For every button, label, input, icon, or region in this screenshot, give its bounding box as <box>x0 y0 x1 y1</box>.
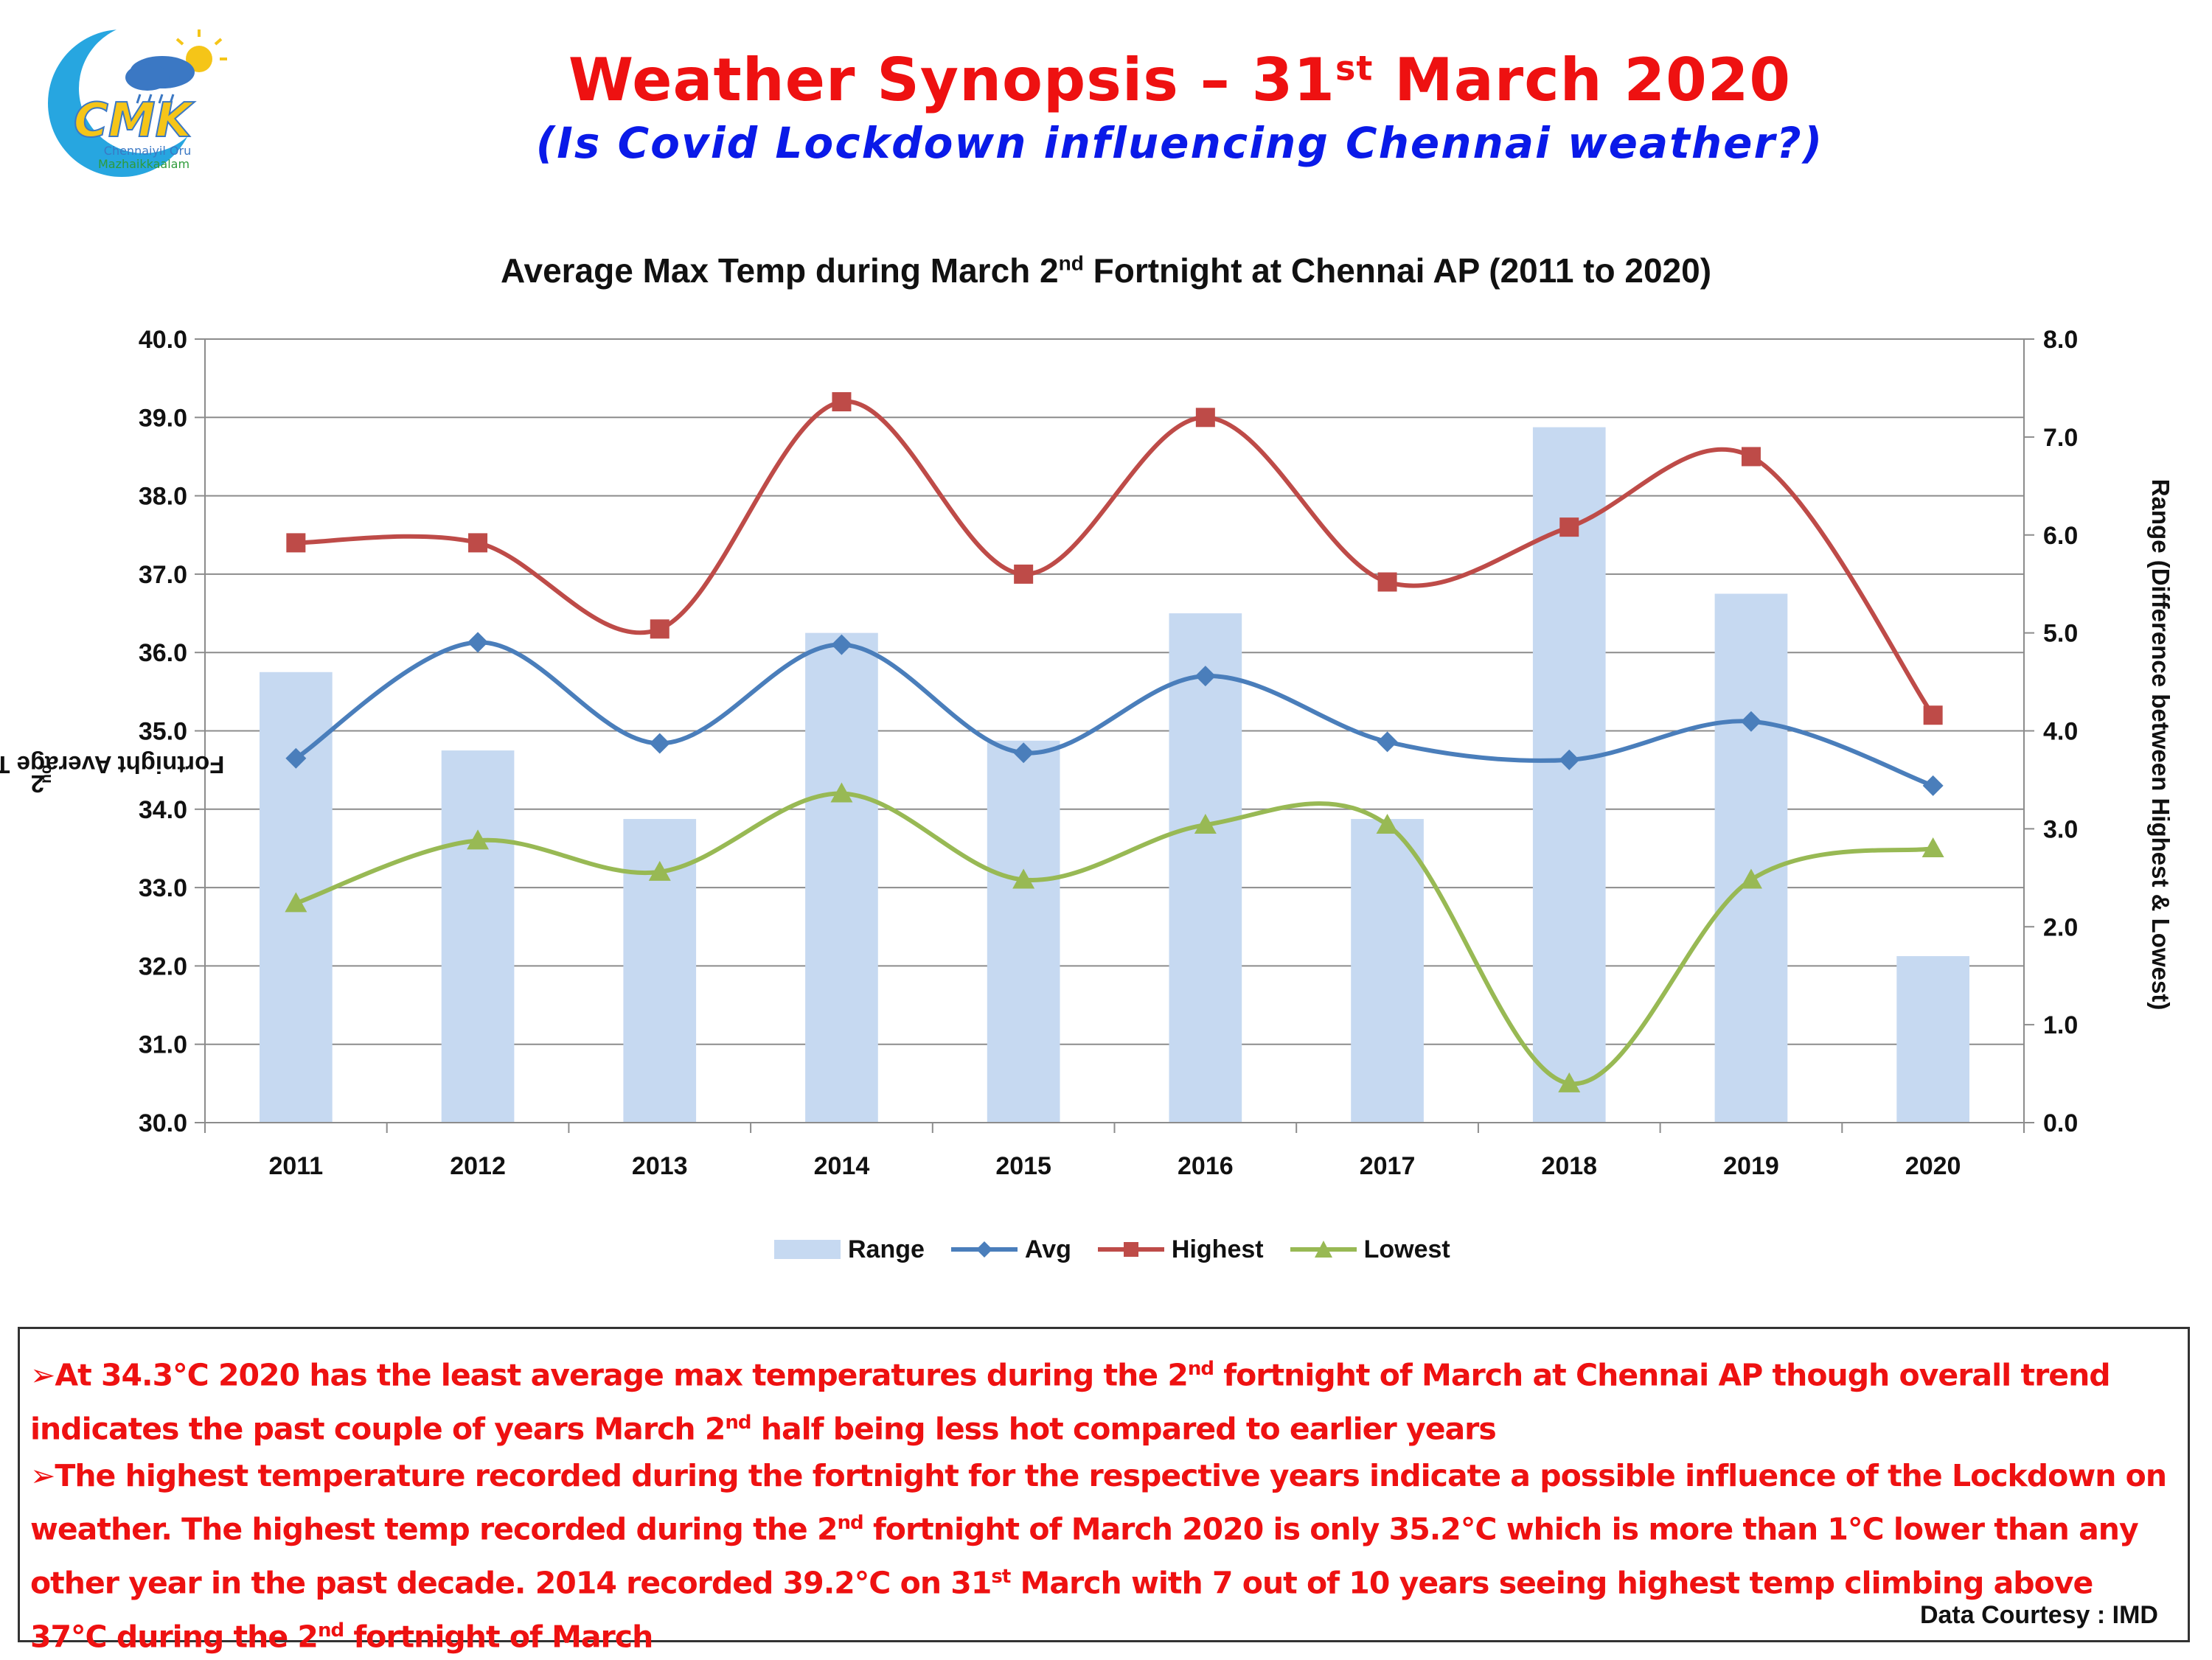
y2-tick-label: 6.0 <box>2043 522 2078 550</box>
marker-avg <box>467 632 489 653</box>
marker-avg <box>831 634 852 655</box>
y-tick-label: 40.0 <box>139 326 187 354</box>
y2-tick-label: 3.0 <box>2043 815 2078 843</box>
marker-lowest <box>648 860 671 881</box>
marker-highest <box>468 533 488 553</box>
marker-lowest <box>467 829 490 850</box>
y2-tick-label: 1.0 <box>2043 1011 2078 1039</box>
y-tick-label: 38.0 <box>139 483 187 511</box>
page-title: Weather Synopsis – 31st March 2020 <box>568 46 1792 114</box>
marker-lowest <box>1739 868 1762 889</box>
y-tick-label: 32.0 <box>139 952 187 980</box>
range-bar <box>987 740 1060 1123</box>
marker-lowest <box>1558 1072 1581 1092</box>
logo-caption-2: Mazhaikkaalam <box>98 157 189 171</box>
y2-tick-label: 4.0 <box>2043 718 2078 746</box>
marker-highest <box>286 533 306 553</box>
marker-avg <box>1194 666 1216 687</box>
note-1: ➢At 34.3°C 2020 has the least average ma… <box>30 1357 2111 1447</box>
note-2: ➢The highest temperature recorded during… <box>30 1458 2167 1655</box>
marker-highest <box>832 392 852 412</box>
marker-highest <box>1923 705 1943 725</box>
notes-box: ➢At 34.3°C 2020 has the least average ma… <box>18 1327 2190 1654</box>
legend-item-avg: Avg <box>950 1235 1071 1264</box>
y-tick-label: 39.0 <box>139 404 187 432</box>
marker-highest <box>1014 564 1034 584</box>
marker-avg <box>649 733 670 754</box>
marker-avg <box>285 747 307 769</box>
y2-tick-label: 7.0 <box>2043 424 2078 452</box>
y-tick-label: 31.0 <box>139 1031 187 1059</box>
marker-highest <box>1195 408 1215 428</box>
marker-avg <box>1922 775 1944 796</box>
chart-legend: Range Avg Highest Lowest <box>774 1231 1477 1268</box>
x-tick-label: 2016 <box>1178 1152 1234 1180</box>
legend-item-lowest: Lowest <box>1290 1235 1450 1264</box>
series-line-highest <box>296 399 1935 716</box>
legend-item-range: Range <box>774 1235 925 1264</box>
tick-labels: 30.0 31.0 32.0 33.0 34.0 35.0 36.0 37.0 38.0 39.0… <box>139 326 2078 1180</box>
series-line-lowest <box>295 791 1934 1086</box>
marker-highest <box>1377 572 1397 592</box>
range-bar <box>1896 956 1969 1123</box>
range-bars <box>260 427 1969 1123</box>
range-bar <box>1532 427 1606 1123</box>
marker-lowest <box>1921 837 1944 857</box>
logo-text: CMK <box>74 94 195 148</box>
marker-avg <box>1013 742 1034 764</box>
axes <box>195 338 2034 1133</box>
range-bar <box>1351 819 1424 1123</box>
series-lines <box>294 399 1935 1086</box>
marker-avg <box>1559 749 1580 770</box>
y-tick-label: 35.0 <box>139 718 187 746</box>
x-tick-label: 2018 <box>1541 1152 1597 1180</box>
x-tick-label: 2017 <box>1360 1152 1416 1180</box>
y-tick-label: 37.0 <box>139 561 187 589</box>
x-tick-label: 2013 <box>632 1152 688 1180</box>
y2-tick-label: 8.0 <box>2043 326 2078 354</box>
marker-avg <box>1377 731 1398 753</box>
marker-highest <box>1741 447 1761 467</box>
marker-lowest <box>1012 868 1035 889</box>
range-bar <box>805 632 878 1123</box>
marker-lowest <box>1376 814 1399 834</box>
page-subtitle: (Is Covid Lockdown influencing Chennai w… <box>535 118 1824 168</box>
cmk-logo: CMK Chennaiyil Oru Mazhaikkaalam <box>48 24 227 177</box>
x-tick-label: 2011 <box>268 1152 323 1180</box>
y2-tick-label: 5.0 <box>2043 620 2078 648</box>
y-tick-label: 30.0 <box>139 1109 187 1137</box>
legend-item-highest: Highest <box>1097 1235 1264 1264</box>
marker-lowest <box>830 782 853 803</box>
x-tick-label: 2012 <box>450 1152 506 1180</box>
marker-lowest <box>1194 814 1217 834</box>
x-tick-label: 2020 <box>1905 1152 1961 1180</box>
x-tick-label: 2015 <box>995 1152 1051 1180</box>
chart-area: 30.0 31.0 32.0 33.0 34.0 35.0 36.0 37.0 38.0 39.0… <box>139 326 2078 1180</box>
y-tick-label: 34.0 <box>139 796 187 824</box>
logo-caption-1: Chennaiyil Oru <box>104 144 191 158</box>
y-tick-label: 33.0 <box>139 874 187 902</box>
marker-avg <box>1740 711 1761 732</box>
series-markers <box>285 392 1944 1092</box>
x-tick-label: 2014 <box>814 1152 870 1180</box>
marker-highest <box>1559 517 1579 537</box>
range-bar <box>1169 613 1242 1123</box>
chart-title: Average Max Temp during March 2nd Fortni… <box>500 251 1712 290</box>
series-line-avg <box>294 640 1934 788</box>
range-bar <box>1714 593 1788 1123</box>
marker-highest <box>650 619 669 639</box>
y2-tick-label: 0.0 <box>2043 1109 2078 1137</box>
y-tick-label: 36.0 <box>139 639 187 667</box>
marker-lowest <box>285 892 307 913</box>
range-bar <box>441 750 515 1123</box>
data-courtesy: Data Courtesy : IMD <box>1919 1601 2158 1629</box>
x-tick-label: 2019 <box>1723 1152 1779 1180</box>
y2-tick-label: 2.0 <box>2043 913 2078 941</box>
